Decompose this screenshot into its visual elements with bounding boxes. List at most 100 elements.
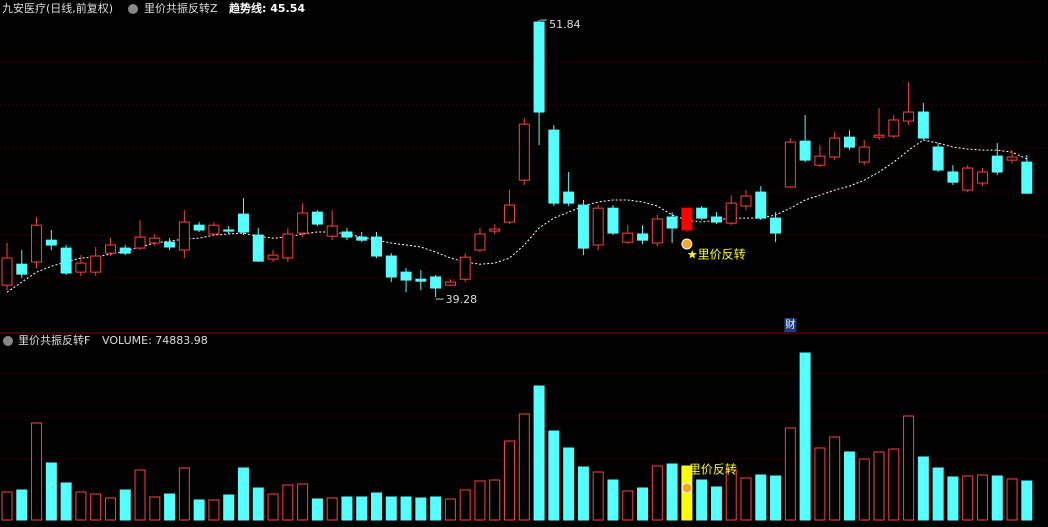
candle-body <box>31 224 43 263</box>
volume-bar <box>311 498 323 521</box>
volume-bar <box>430 496 442 521</box>
trend-line <box>6 139 1028 293</box>
candle-body <box>459 256 471 280</box>
candle-body <box>888 119 900 137</box>
volume-bar <box>1 491 13 521</box>
volume-bar <box>90 493 102 521</box>
volume-bar <box>45 462 57 521</box>
volume-bar <box>932 467 944 521</box>
candle-body <box>237 213 249 233</box>
candle-body <box>178 221 190 251</box>
stock-title: 九安医疗(日线,前复权) <box>2 1 113 15</box>
volume-bar <box>784 427 796 521</box>
volume-bar <box>888 448 900 521</box>
volume-bar <box>607 479 619 521</box>
candle-body <box>45 239 57 246</box>
volume-bar <box>518 413 530 521</box>
candle-body <box>119 247 131 254</box>
volume-bar <box>400 496 412 521</box>
candle-body <box>947 171 959 183</box>
volume-bar <box>119 489 131 521</box>
trend-legend: 趋势线: 45.54 <box>229 1 305 15</box>
candle-body <box>858 146 870 163</box>
signal-icon <box>681 238 693 250</box>
candle-body <box>504 204 516 223</box>
candle-body <box>563 191 575 204</box>
volume-bar <box>415 497 427 521</box>
volume-title: 里价共振反转F <box>18 333 90 347</box>
candle-body <box>666 216 678 229</box>
volume-bar <box>696 479 708 521</box>
candle-body <box>843 136 855 148</box>
volume-bar <box>459 489 471 521</box>
candle-body <box>252 234 264 262</box>
candle-body <box>725 202 737 224</box>
volume-bar <box>16 489 28 521</box>
candle-body <box>208 224 220 235</box>
volume-bar <box>297 483 309 521</box>
low-label: 39.28 <box>446 293 478 306</box>
signal-label: ★里价反转 <box>687 246 746 261</box>
candle-body <box>651 218 663 244</box>
signal-label: 里价反转 <box>689 462 737 477</box>
volume-bar <box>873 451 885 521</box>
candle-body <box>740 195 752 207</box>
volume-bar <box>858 458 870 521</box>
candle-body <box>577 204 589 249</box>
candle-body <box>770 217 782 234</box>
candle-body <box>134 236 146 249</box>
volume-bar <box>651 465 663 521</box>
candle-body <box>356 236 368 241</box>
signal-icon <box>681 482 693 494</box>
candle-body <box>1006 156 1018 161</box>
candle-body <box>548 129 560 204</box>
volume-bar <box>829 436 841 521</box>
volume-bar <box>193 499 205 521</box>
volume-bar <box>75 491 87 521</box>
volume-bar <box>371 492 382 521</box>
candle-body <box>282 233 294 259</box>
candle-body <box>755 191 767 219</box>
candle-body <box>385 255 397 278</box>
candle-body <box>430 276 442 289</box>
candle-body <box>518 123 530 181</box>
volume-bar <box>917 456 929 521</box>
candle-body <box>976 171 988 184</box>
candle-body <box>326 225 338 237</box>
volume-bar <box>962 475 974 521</box>
marker-label: 财 <box>785 318 795 331</box>
volume-bar <box>903 415 915 521</box>
candle-body <box>149 237 161 244</box>
candle-body <box>60 247 72 274</box>
volume-bar <box>208 499 220 521</box>
candle-body <box>193 224 205 231</box>
candle-body <box>1 257 13 286</box>
candle-body <box>622 232 634 243</box>
volume-bar <box>326 497 338 521</box>
candle-body <box>474 233 486 251</box>
volume-legend: VOLUME: 74883.98 <box>102 334 208 347</box>
candle-body <box>223 229 235 232</box>
volume-bar <box>770 475 782 521</box>
candle-body <box>607 207 619 234</box>
volume-bar <box>60 482 72 521</box>
candle-body <box>592 207 604 246</box>
volume-bar <box>976 474 988 521</box>
volume-bar <box>563 447 575 521</box>
candle-body <box>297 212 309 234</box>
volume-bar <box>385 496 397 521</box>
volume-bar <box>149 496 161 521</box>
candle-body <box>341 231 353 238</box>
indicator-icon <box>128 4 138 14</box>
candle-body <box>533 21 545 113</box>
volume-bar <box>710 486 722 521</box>
candle-body <box>444 281 456 286</box>
candle-body <box>1021 161 1033 194</box>
candle-body <box>784 141 796 188</box>
candle-body <box>903 111 915 122</box>
volume-bar <box>504 440 516 521</box>
volume-bar <box>223 494 235 521</box>
volume-bar <box>666 463 678 521</box>
volume-bar <box>252 487 264 521</box>
